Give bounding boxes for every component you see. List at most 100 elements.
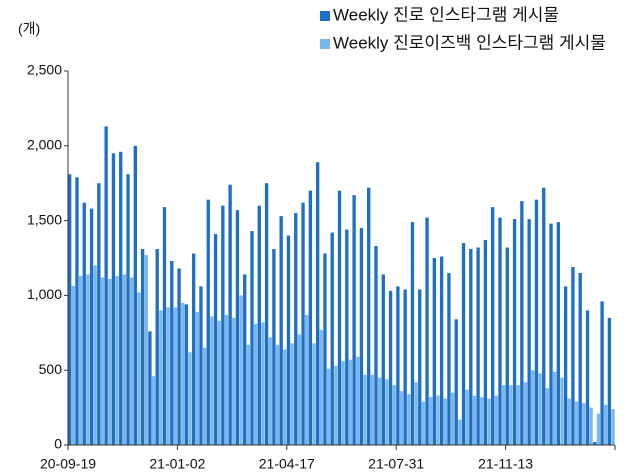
bar — [465, 389, 469, 445]
bar — [363, 374, 367, 445]
bar — [68, 174, 72, 445]
bar — [414, 382, 418, 445]
bar — [228, 184, 232, 446]
bar — [133, 145, 137, 446]
bar — [188, 352, 192, 445]
bar — [221, 205, 225, 445]
bar — [315, 162, 320, 446]
y-tick-label: 2,500 — [27, 62, 62, 78]
bar — [312, 343, 316, 445]
bar — [213, 234, 218, 445]
bar — [115, 275, 119, 445]
bar — [155, 249, 159, 445]
bar — [257, 205, 261, 445]
bar — [323, 253, 327, 445]
bar — [352, 195, 356, 445]
bar — [305, 314, 309, 445]
y-tick-label: 2,000 — [27, 137, 62, 153]
bar — [119, 151, 123, 445]
bar — [173, 307, 178, 445]
bar — [159, 310, 163, 445]
bar — [553, 371, 557, 445]
bar — [301, 202, 305, 445]
bar — [283, 349, 287, 445]
bar — [443, 398, 447, 445]
legend-swatch — [320, 11, 330, 21]
bar — [78, 275, 83, 445]
bar — [501, 385, 506, 445]
unit-label: (개) — [18, 21, 40, 37]
bar — [224, 314, 229, 445]
bar — [527, 219, 531, 445]
bar — [542, 187, 546, 446]
bar — [509, 385, 513, 445]
bar — [330, 232, 334, 445]
bar — [370, 374, 375, 445]
bar — [596, 413, 601, 445]
bar — [151, 376, 156, 445]
bar — [585, 310, 590, 445]
bar — [480, 397, 484, 445]
bar — [239, 295, 243, 445]
x-tick-label: 21-01-02 — [149, 456, 205, 472]
bar — [100, 277, 105, 445]
bar — [388, 290, 393, 445]
bar — [505, 247, 509, 445]
bar — [341, 361, 345, 445]
bar — [166, 307, 170, 445]
y-tick-label: 1,500 — [27, 211, 62, 227]
bar — [126, 174, 130, 445]
bar — [356, 356, 360, 445]
bar — [567, 398, 571, 445]
bar — [308, 190, 313, 445]
x-tick-label: 20-09-19 — [40, 456, 96, 472]
bar — [574, 401, 579, 445]
bar — [170, 260, 174, 445]
bar — [104, 126, 108, 446]
bar — [210, 316, 214, 445]
bar — [523, 382, 528, 445]
bar — [367, 187, 371, 446]
bar — [86, 274, 90, 445]
y-tick-label: 0 — [54, 436, 62, 452]
bar — [461, 243, 466, 445]
bar — [498, 217, 502, 445]
bar — [377, 377, 382, 445]
bar — [162, 207, 167, 445]
bar — [604, 404, 608, 445]
bar — [286, 235, 291, 445]
bar — [374, 246, 378, 445]
bar — [279, 216, 283, 445]
bar — [381, 274, 385, 445]
bar — [264, 183, 269, 445]
bar — [272, 249, 276, 445]
bar — [140, 249, 145, 445]
bar — [261, 322, 265, 445]
bar — [589, 407, 593, 445]
bar — [450, 392, 455, 445]
bar — [246, 344, 251, 445]
bar — [407, 394, 411, 445]
legend-label: Weekly 진로 인스타그램 게시물 — [333, 5, 559, 24]
bar — [560, 377, 564, 445]
x-tick-label: 21-11-13 — [478, 456, 533, 472]
bar — [326, 368, 331, 445]
bar — [93, 265, 97, 445]
bar — [334, 365, 338, 445]
bar — [268, 337, 272, 445]
bar — [137, 292, 141, 445]
bar — [531, 370, 535, 445]
bar — [297, 334, 302, 445]
bar — [217, 320, 221, 445]
bar — [275, 344, 280, 445]
bar — [177, 268, 181, 445]
bar — [392, 385, 396, 445]
bar — [243, 274, 247, 445]
bar — [487, 398, 491, 445]
bar — [206, 199, 210, 445]
bar — [148, 331, 152, 445]
bar — [421, 401, 426, 445]
bar — [337, 190, 342, 445]
bar — [436, 395, 440, 445]
